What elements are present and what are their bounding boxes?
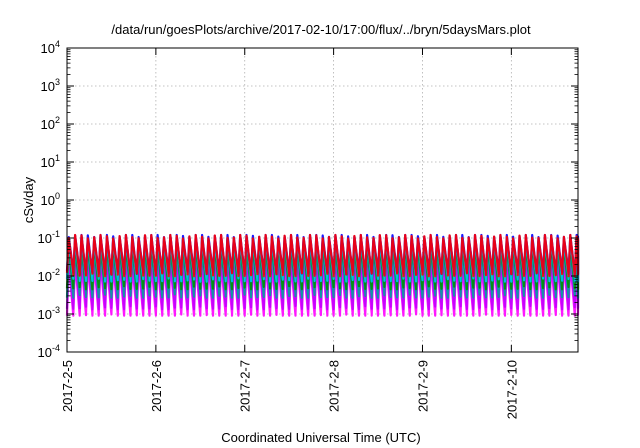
series-line: [65, 233, 580, 278]
x-axis-label: Coordinated Universal Time (UTC): [221, 430, 420, 445]
x-tick-label: 2017-2-10: [504, 360, 519, 419]
y-tick-label: 103: [41, 77, 60, 94]
y-tick-label: 10-2: [38, 267, 60, 284]
series-group: [65, 233, 580, 317]
x-tick-label: 2017-2-7: [238, 360, 253, 412]
y-tick-label: 10-3: [38, 305, 60, 322]
y-tick-label: 100: [41, 191, 60, 208]
x-axis-ticks: 2017-2-5 2017-2-6 2017-2-7 2017-2-8 2017-2-9…: [60, 48, 519, 419]
y-tick-label: 10-4: [38, 343, 60, 360]
y-axis-ticks: 10-4 10-3 10-2 10-1 100 101 102 103 104: [38, 39, 578, 360]
x-tick-label: 2017-2-6: [149, 360, 164, 412]
chart-title: /data/run/goesPlots/archive/2017-02-10/1…: [111, 22, 531, 37]
x-tick-label: 2017-2-9: [415, 360, 430, 412]
y-axis-label: cSv/day: [21, 176, 36, 223]
x-tick-label: 2017-2-5: [60, 360, 75, 412]
y-tick-label: 102: [41, 115, 60, 132]
y-tick-label: 104: [41, 39, 60, 56]
x-tick-label: 2017-2-8: [327, 360, 342, 412]
y-tick-label: 101: [41, 153, 60, 170]
y-tick-label: 10-1: [38, 229, 60, 246]
